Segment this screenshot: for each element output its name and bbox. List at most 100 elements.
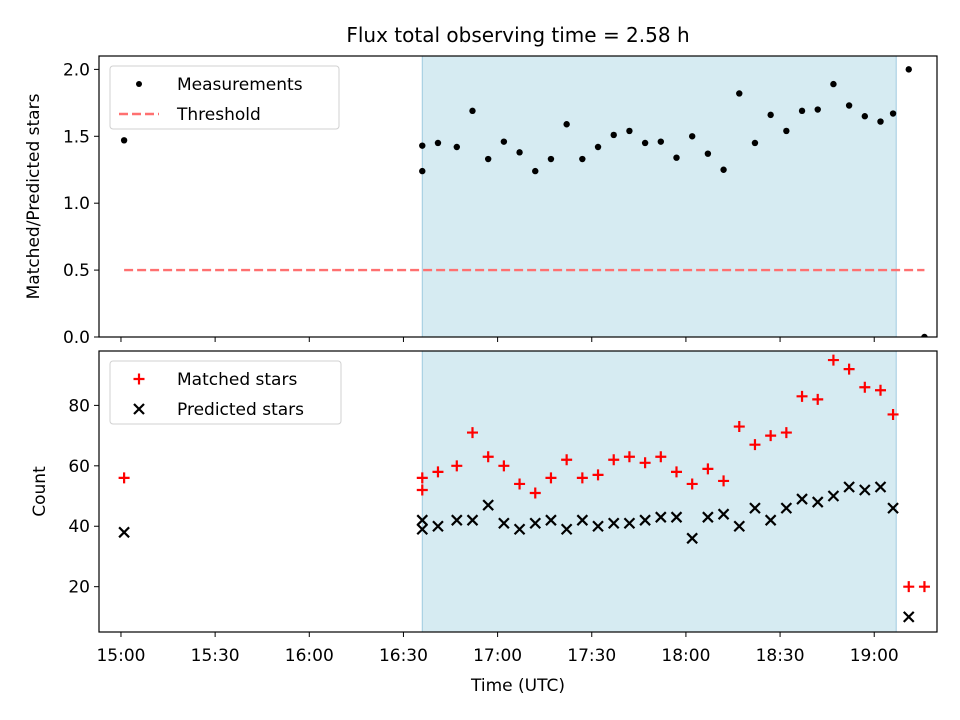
data-point bbox=[623, 451, 635, 463]
data-point bbox=[903, 581, 915, 593]
data-point bbox=[610, 131, 617, 139]
data-point bbox=[717, 508, 730, 520]
data-point bbox=[563, 121, 570, 128]
data-point bbox=[767, 111, 774, 119]
data-point bbox=[704, 150, 712, 157]
data-point bbox=[673, 154, 680, 161]
data-point bbox=[516, 149, 523, 156]
data-point bbox=[416, 472, 428, 484]
legend-label: Predicted stars bbox=[177, 400, 304, 420]
data-point bbox=[874, 481, 887, 493]
legend-label: Threshold bbox=[176, 105, 261, 125]
data-point bbox=[751, 139, 759, 147]
data-point bbox=[623, 517, 636, 530]
y-tick-label: 0.5 bbox=[63, 261, 90, 281]
panel-count: 20 40 60 80 15:00 15:30 16:00 16:30 17:00 17:30 18… bbox=[30, 350, 938, 666]
legend: Matched stars Predicted stars bbox=[109, 360, 342, 425]
data-point bbox=[466, 427, 478, 439]
data-point bbox=[877, 118, 884, 125]
data-point bbox=[434, 139, 442, 147]
data-point bbox=[796, 493, 808, 505]
data-point bbox=[545, 514, 557, 526]
chart-title: Flux total observing time = 2.58 h bbox=[346, 23, 689, 47]
data-point bbox=[733, 421, 745, 433]
data-point bbox=[918, 581, 930, 593]
data-point bbox=[798, 107, 806, 115]
legend-label: Measurements bbox=[177, 75, 303, 95]
x-tick-label: 15:00 bbox=[96, 646, 145, 666]
panel-ratio: 0.0 0.5 1.0 1.5 2.0 Matched/Predicted stars Me… bbox=[24, 55, 938, 348]
y-axis-title: Count bbox=[30, 466, 50, 517]
data-point bbox=[529, 517, 542, 530]
data-point bbox=[419, 142, 426, 149]
data-point bbox=[547, 155, 555, 163]
x-tick-label: 16:30 bbox=[379, 646, 428, 666]
y-tick-label: 1.0 bbox=[63, 194, 90, 214]
data-point bbox=[579, 155, 586, 163]
data-point bbox=[498, 460, 510, 472]
data-point bbox=[432, 466, 444, 478]
data-point bbox=[532, 167, 539, 175]
data-point bbox=[780, 502, 793, 514]
data-point bbox=[416, 514, 429, 526]
data-point bbox=[902, 611, 915, 623]
x-tick-label: 18:30 bbox=[756, 646, 805, 666]
data-point bbox=[887, 502, 899, 514]
data-point bbox=[529, 487, 541, 499]
data-point bbox=[432, 520, 444, 533]
data-point bbox=[545, 472, 557, 484]
y-tick-label: 40 bbox=[68, 517, 90, 537]
data-point bbox=[500, 138, 508, 145]
data-point bbox=[812, 393, 824, 405]
series-predicted-stars bbox=[118, 481, 915, 623]
plot-area bbox=[118, 354, 930, 623]
data-point bbox=[811, 496, 824, 508]
data-point bbox=[416, 484, 428, 496]
data-point bbox=[859, 484, 871, 496]
data-point bbox=[702, 463, 714, 475]
data-point bbox=[783, 127, 790, 135]
legend-marker bbox=[136, 81, 142, 87]
legend-box bbox=[109, 360, 342, 425]
data-point bbox=[875, 384, 887, 396]
y-tick-label: 20 bbox=[68, 578, 90, 598]
data-point bbox=[561, 454, 573, 466]
y-tick-label: 2.0 bbox=[63, 60, 90, 80]
data-point bbox=[765, 430, 777, 442]
data-point bbox=[451, 460, 463, 472]
data-point bbox=[513, 523, 526, 536]
data-point bbox=[905, 66, 912, 73]
data-point bbox=[843, 481, 855, 493]
data-point bbox=[688, 133, 696, 140]
legend: Measurements Threshold bbox=[109, 65, 340, 130]
data-point bbox=[670, 511, 683, 523]
data-point bbox=[887, 408, 899, 420]
data-point bbox=[451, 514, 463, 526]
data-point bbox=[639, 457, 651, 469]
x-tick-label: 16:00 bbox=[285, 646, 334, 666]
data-point bbox=[592, 469, 604, 481]
data-point bbox=[576, 514, 589, 526]
data-point bbox=[416, 523, 429, 536]
data-point bbox=[482, 451, 494, 463]
data-point bbox=[861, 113, 869, 120]
data-point bbox=[641, 139, 649, 147]
data-point bbox=[749, 439, 761, 451]
data-point bbox=[639, 514, 651, 526]
data-point bbox=[780, 427, 792, 439]
data-point bbox=[827, 354, 839, 366]
data-point bbox=[498, 517, 510, 530]
data-point bbox=[608, 454, 620, 466]
data-point bbox=[702, 511, 714, 523]
data-point bbox=[827, 490, 840, 502]
axis-frame bbox=[98, 350, 938, 633]
data-point bbox=[889, 110, 897, 117]
data-point bbox=[845, 102, 853, 109]
x-tick-label: 17:30 bbox=[567, 646, 616, 666]
data-point bbox=[843, 363, 855, 375]
legend-label: Matched stars bbox=[177, 370, 297, 390]
data-point bbox=[720, 166, 727, 173]
x-axis-title: Time (UTC) bbox=[470, 676, 565, 696]
data-point bbox=[592, 520, 604, 533]
